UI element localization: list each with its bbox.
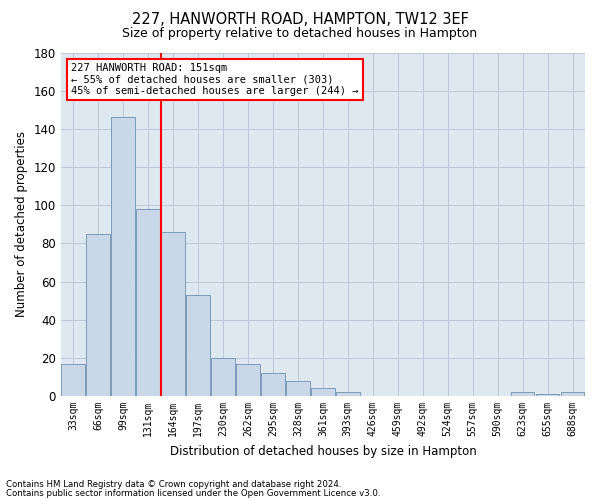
Text: Contains public sector information licensed under the Open Government Licence v3: Contains public sector information licen…: [6, 488, 380, 498]
Bar: [536, 394, 559, 396]
Bar: [336, 392, 360, 396]
Bar: [186, 295, 210, 396]
Bar: [286, 381, 310, 396]
Bar: [236, 364, 260, 396]
Bar: [560, 392, 584, 396]
Bar: [511, 392, 535, 396]
Bar: [61, 364, 85, 396]
Text: Size of property relative to detached houses in Hampton: Size of property relative to detached ho…: [122, 28, 478, 40]
X-axis label: Distribution of detached houses by size in Hampton: Distribution of detached houses by size …: [170, 444, 476, 458]
Text: 227, HANWORTH ROAD, HAMPTON, TW12 3EF: 227, HANWORTH ROAD, HAMPTON, TW12 3EF: [131, 12, 469, 28]
Bar: [136, 209, 160, 396]
Bar: [112, 118, 135, 396]
Bar: [161, 232, 185, 396]
Bar: [86, 234, 110, 396]
Y-axis label: Number of detached properties: Number of detached properties: [15, 132, 28, 318]
Bar: [211, 358, 235, 396]
Text: 227 HANWORTH ROAD: 151sqm
← 55% of detached houses are smaller (303)
45% of semi: 227 HANWORTH ROAD: 151sqm ← 55% of detac…: [71, 63, 359, 96]
Text: Contains HM Land Registry data © Crown copyright and database right 2024.: Contains HM Land Registry data © Crown c…: [6, 480, 341, 489]
Bar: [311, 388, 335, 396]
Bar: [261, 373, 285, 396]
